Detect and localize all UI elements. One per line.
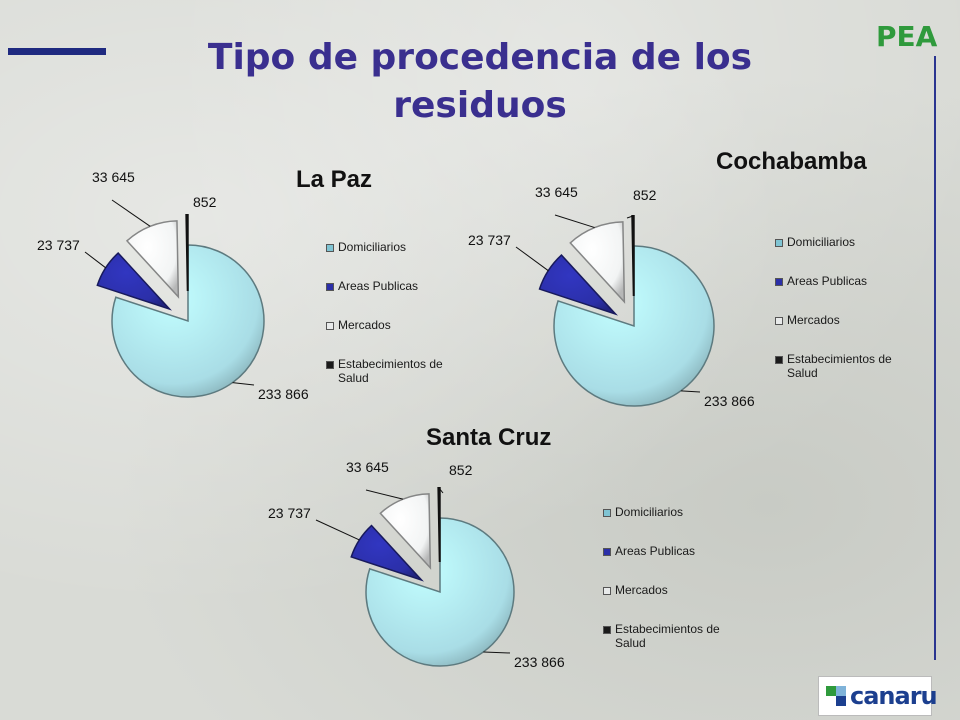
data-label: 23 737 xyxy=(37,237,80,253)
data-label: 33 645 xyxy=(92,169,135,185)
legend-swatch xyxy=(603,548,611,556)
data-label: 852 xyxy=(633,187,657,203)
legend-la-paz: Domiciliarios Areas Publicas Mercados Estab… xyxy=(326,240,456,410)
side-divider-line xyxy=(934,56,936,660)
legend-label: Domiciliarios xyxy=(615,505,684,519)
pie-slice-domiciliarios xyxy=(111,244,265,398)
legend-item: Areas Publicas xyxy=(326,279,456,293)
accent-bar xyxy=(8,48,106,55)
data-label: 233 866 xyxy=(514,654,565,670)
legend-swatch xyxy=(603,509,611,517)
legend-label: Estabecimientos de Salud xyxy=(338,357,443,385)
leader-line xyxy=(111,199,151,227)
pie-slice-domiciliarios xyxy=(553,245,715,407)
data-label: 233 866 xyxy=(258,386,309,402)
legend-item: Estabecimientos de Salud xyxy=(326,357,456,385)
legend-item: Mercados xyxy=(603,583,753,597)
data-label: 33 645 xyxy=(535,184,578,200)
leader-line xyxy=(232,382,255,386)
legend-swatch xyxy=(775,317,783,325)
canaru-logo-text: canaru xyxy=(850,682,938,710)
legend-item: Domiciliarios xyxy=(775,235,925,249)
page-title: Tipo de procedencia de los residuos xyxy=(207,37,753,126)
canaru-logo: canaru xyxy=(818,676,938,716)
legend-item: Mercados xyxy=(326,318,456,332)
leader-line xyxy=(483,651,511,654)
legend-swatch xyxy=(326,283,334,291)
legend-item: Domiciliarios xyxy=(603,505,753,519)
legend-item: Mercados xyxy=(775,313,925,327)
chart-title-santa-cruz: Santa Cruz xyxy=(426,424,552,451)
data-label: 852 xyxy=(449,462,473,478)
pie-slice-estabecimientos-de-salud xyxy=(185,214,189,292)
legend-label: Mercados xyxy=(615,583,668,597)
leader-line xyxy=(438,487,444,494)
legend-swatch xyxy=(603,587,611,595)
legend-swatch xyxy=(775,356,783,364)
data-label: 23 737 xyxy=(468,232,511,248)
chart-title-cochabamba: Cochabamba xyxy=(716,148,867,175)
legend-label: Domiciliarios xyxy=(787,235,856,249)
data-label: 33 645 xyxy=(346,459,389,475)
leader-line xyxy=(626,215,634,219)
leader-line xyxy=(554,214,595,229)
legend-swatch xyxy=(326,244,334,252)
legend-swatch xyxy=(326,361,334,369)
leader-line xyxy=(515,246,549,272)
legend-item: Estabecimientos de Salud xyxy=(775,352,925,380)
chart-title-la-paz: La Paz xyxy=(296,166,373,193)
legend-label: Areas Publicas xyxy=(338,279,419,293)
pie-slice-estabecimientos-de-salud xyxy=(437,487,441,563)
legend-swatch xyxy=(603,626,611,634)
legend-label: Areas Publicas xyxy=(787,274,868,288)
legend-item: Domiciliarios xyxy=(326,240,456,254)
legend-swatch xyxy=(326,322,334,330)
legend-label: Domiciliarios xyxy=(338,240,407,254)
legend-cochabamba: Domiciliarios Areas Publicas Mercados Estab… xyxy=(775,235,925,405)
legend-label: Areas Publicas xyxy=(615,544,696,558)
legend-item: Areas Publicas xyxy=(603,544,753,558)
leader-line xyxy=(84,251,106,269)
leader-line xyxy=(365,489,404,500)
brand-label: PEA xyxy=(876,20,938,53)
leader-line xyxy=(680,390,701,393)
pie-slice-domiciliarios xyxy=(365,517,515,667)
legend-label: Mercados xyxy=(338,318,391,332)
data-label: 233 866 xyxy=(704,393,755,409)
pie-slice-areas-publicas xyxy=(538,254,619,316)
legend-santa-cruz: Domiciliarios Areas Publicas Mercados Estab… xyxy=(603,505,753,675)
legend-swatch xyxy=(775,278,783,286)
legend-swatch xyxy=(775,239,783,247)
legend-label: Estabecimientos de Salud xyxy=(787,352,892,380)
data-label: 852 xyxy=(193,194,217,210)
data-label: 23 737 xyxy=(268,505,311,521)
canaru-logo-icon xyxy=(825,685,847,707)
leader-line xyxy=(315,519,360,541)
legend-label: Estabecimientos de Salud xyxy=(615,622,720,650)
legend-item: Estabecimientos de Salud xyxy=(603,622,753,650)
legend-item: Areas Publicas xyxy=(775,274,925,288)
legend-label: Mercados xyxy=(787,313,840,327)
